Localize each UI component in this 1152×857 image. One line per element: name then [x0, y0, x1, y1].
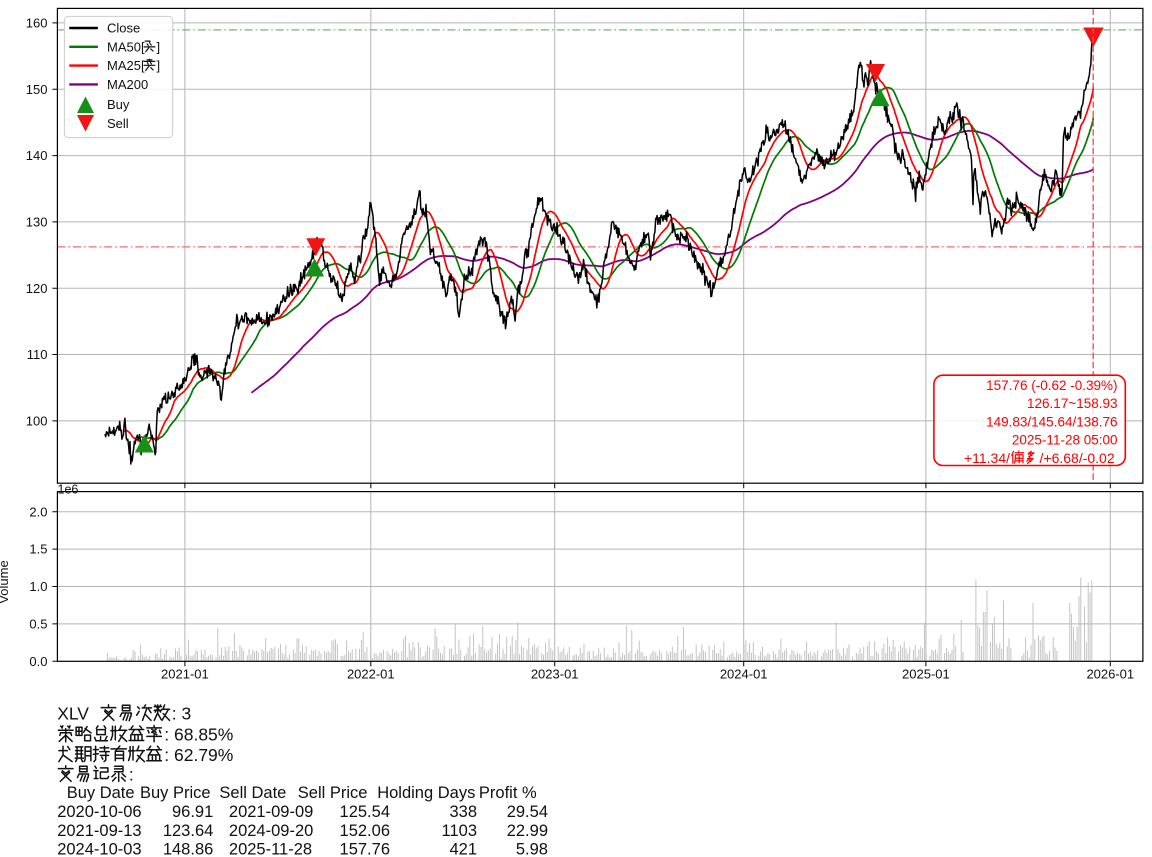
svg-text:150: 150 [26, 82, 48, 97]
svg-text:148.86: 148.86 [163, 840, 213, 857]
svg-text:140: 140 [26, 148, 48, 163]
svg-text:149.83/145.64/138.76: 149.83/145.64/138.76 [986, 414, 1117, 429]
svg-text:/+6.68/-0.02: /+6.68/-0.02 [1040, 450, 1115, 466]
svg-text:29.54: 29.54 [507, 803, 548, 821]
svg-text:]: ] [157, 58, 161, 73]
svg-text:2024-01: 2024-01 [720, 667, 768, 682]
svg-text:: 3: : 3 [172, 704, 191, 724]
svg-text:2023-01: 2023-01 [531, 667, 579, 682]
svg-text:130: 130 [26, 215, 48, 230]
svg-text:2025-11-28: 2025-11-28 [229, 840, 312, 857]
svg-text:2025-11-28 05:00: 2025-11-28 05:00 [1012, 433, 1118, 448]
svg-text:Buy: Buy [107, 97, 130, 112]
svg-text:]: ] [157, 39, 161, 54]
svg-text:Volume: Volume [0, 560, 11, 603]
svg-text:2.0: 2.0 [29, 504, 47, 519]
svg-text:XLV: XLV [57, 704, 89, 724]
svg-text:338: 338 [449, 803, 477, 821]
svg-text:2024-09-20: 2024-09-20 [229, 822, 313, 840]
svg-text:157.76: 157.76 [340, 840, 390, 857]
svg-text:125.54: 125.54 [340, 803, 390, 821]
svg-text:22.99: 22.99 [507, 822, 548, 840]
svg-text:MA50[: MA50[ [107, 39, 145, 54]
svg-text:1e6: 1e6 [58, 483, 79, 497]
svg-text:157.76 (-0.62 -0.39%): 157.76 (-0.62 -0.39%) [986, 378, 1117, 393]
svg-text:Sell Date: Sell Date [219, 784, 286, 802]
svg-text:Profit %: Profit % [479, 784, 537, 802]
svg-text:Sell: Sell [107, 116, 129, 131]
svg-text:110: 110 [27, 347, 48, 362]
svg-text:123.64: 123.64 [163, 822, 213, 840]
svg-text:120: 120 [26, 281, 48, 296]
svg-text:2025-01: 2025-01 [902, 667, 950, 682]
svg-text:2022-01: 2022-01 [347, 667, 395, 682]
svg-text:MA200: MA200 [107, 77, 148, 92]
svg-text:1103: 1103 [442, 822, 477, 840]
svg-text:2021-09-13: 2021-09-13 [57, 822, 141, 840]
svg-text:152.06: 152.06 [340, 822, 390, 840]
svg-text:MA25[: MA25[ [107, 58, 145, 73]
svg-text:Close: Close [107, 21, 140, 36]
svg-text:Buy Price: Buy Price [140, 784, 211, 802]
svg-text:160: 160 [26, 16, 48, 31]
svg-text:2024-10-03: 2024-10-03 [57, 840, 141, 857]
svg-text:126.17~158.93: 126.17~158.93 [1027, 396, 1117, 411]
svg-text:Buy Date: Buy Date [67, 784, 135, 802]
svg-text:421: 421 [449, 840, 477, 857]
svg-text:96.91: 96.91 [172, 803, 213, 821]
svg-text:0.5: 0.5 [29, 617, 47, 632]
svg-text:5.98: 5.98 [516, 840, 548, 857]
svg-text:Sell Price: Sell Price [298, 784, 368, 802]
svg-text:1.0: 1.0 [29, 579, 47, 594]
svg-text:: 62.79%: : 62.79% [164, 745, 233, 765]
svg-text:100: 100 [26, 414, 48, 429]
svg-text::: : [129, 765, 134, 785]
svg-text:+11.34/: +11.34/ [964, 450, 1010, 466]
svg-text:2026-01: 2026-01 [1086, 667, 1134, 682]
svg-text:2021-01: 2021-01 [161, 667, 209, 682]
svg-text:Holding Days: Holding Days [377, 784, 475, 802]
svg-text:2020-10-06: 2020-10-06 [57, 803, 141, 821]
svg-text:: 68.85%: : 68.85% [164, 725, 233, 745]
svg-text:2021-09-09: 2021-09-09 [229, 803, 313, 821]
svg-text:1.5: 1.5 [29, 542, 47, 557]
svg-text:0.0: 0.0 [29, 654, 47, 669]
